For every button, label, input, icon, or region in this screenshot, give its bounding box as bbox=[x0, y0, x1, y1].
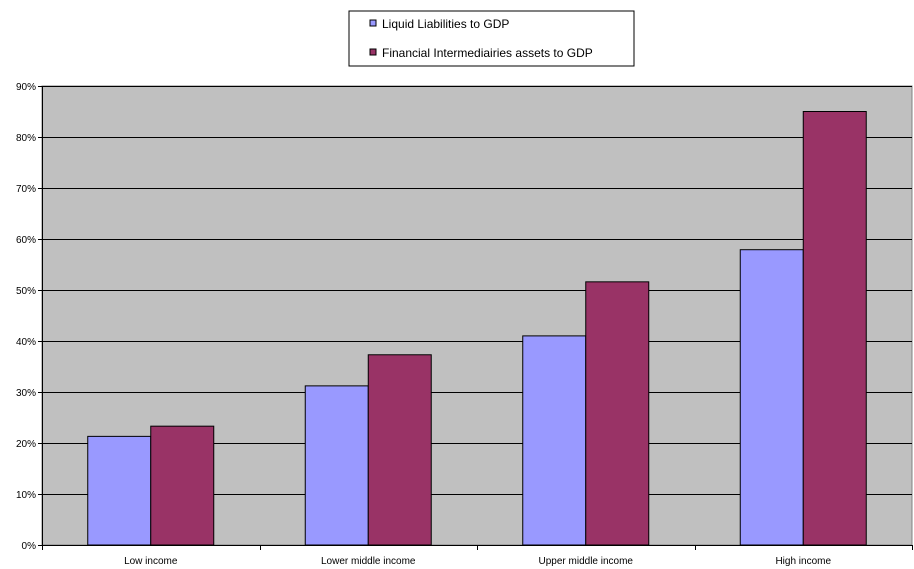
legend: Liquid Liabilities to GDP Financial Inte… bbox=[348, 10, 635, 67]
y-tick-label: 90% bbox=[16, 82, 36, 93]
y-axis: 0% 10% 20% 30% 40% 50% 60% 70% 80% 90% bbox=[16, 82, 43, 552]
x-tick-label: Lower middle income bbox=[321, 556, 416, 567]
y-tick-label: 60% bbox=[16, 235, 36, 246]
bars bbox=[87, 111, 867, 546]
x-tick-label: High income bbox=[775, 556, 831, 567]
y-tick-label: 50% bbox=[16, 286, 36, 297]
bar-liquid-liabilities bbox=[522, 335, 587, 546]
y-tick-label: 80% bbox=[16, 133, 36, 144]
x-axis: Low income Lower middle income Upper middl… bbox=[42, 545, 913, 567]
bar-liquid-liabilities bbox=[87, 435, 152, 546]
legend-box bbox=[348, 10, 635, 67]
bar-financial-intermediairies bbox=[367, 354, 432, 546]
bar-liquid-liabilities bbox=[304, 385, 369, 546]
bar-financial-intermediairies bbox=[150, 425, 215, 546]
bar-financial-intermediairies bbox=[802, 111, 867, 546]
y-tick-label: 30% bbox=[16, 388, 36, 399]
bar-liquid-liabilities bbox=[739, 249, 804, 546]
y-tick-label: 40% bbox=[16, 337, 36, 348]
legend-swatch-financial-intermediairies bbox=[369, 48, 377, 56]
legend-label-liquid-liabilities: Liquid Liabilities to GDP bbox=[382, 17, 509, 31]
y-tick-label: 70% bbox=[16, 184, 36, 195]
x-tick-label: Low income bbox=[124, 556, 178, 567]
y-tick-label: 0% bbox=[22, 541, 37, 552]
bar-financial-intermediairies bbox=[585, 281, 650, 546]
y-tick-label: 20% bbox=[16, 439, 36, 450]
legend-swatch-liquid-liabilities bbox=[369, 19, 377, 27]
y-tick-label: 10% bbox=[16, 490, 36, 501]
x-tick-label: Upper middle income bbox=[539, 556, 634, 567]
legend-label-financial-intermediairies: Financial Intermediairies assets to GDP bbox=[382, 46, 593, 60]
